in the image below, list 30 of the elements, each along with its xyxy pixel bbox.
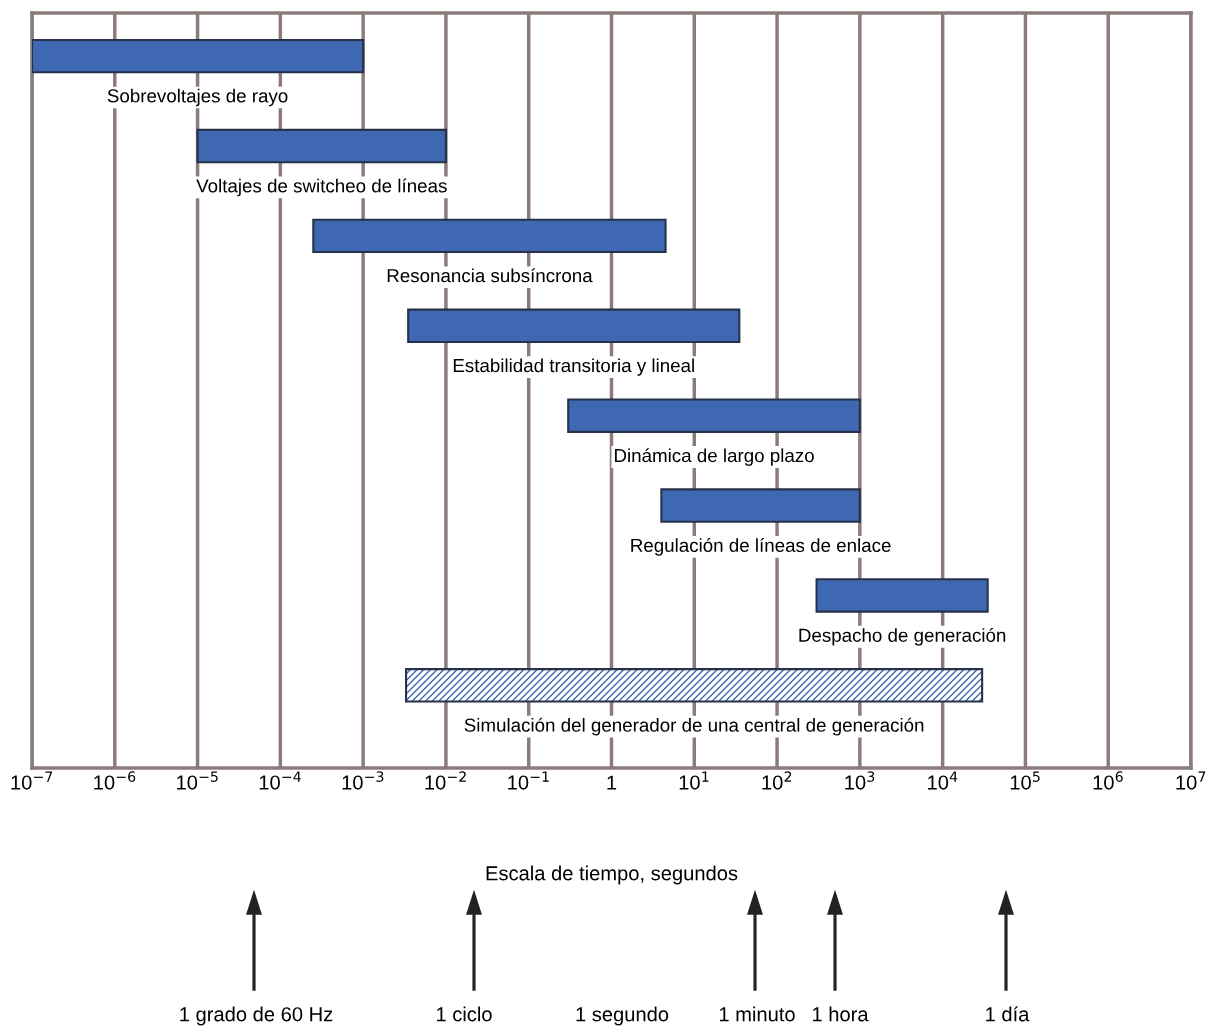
- x-tick-label: 10$^{−5}$: [177, 771, 218, 790]
- x-tick-label: 10$^{−3}$: [342, 771, 384, 790]
- y-tick-label: Resonancia subsíncrona: [387, 268, 593, 283]
- text: 1 minuto: [719, 1006, 795, 1022]
- x-tick-label: 10$^{−2}$: [425, 771, 466, 790]
- x-tick-label: 1: [607, 775, 617, 790]
- y-tick-label: Regulación de líneas de enlace: [631, 538, 891, 556]
- text: 1 segundo: [576, 1006, 669, 1026]
- x-tick-label: 10$^{4}$: [928, 771, 958, 790]
- text: 1 día: [986, 1006, 1030, 1022]
- x-tick-label: 10$^{−7}$: [11, 771, 53, 790]
- y-tick-label: Simulación del generador de una central de generación: [464, 717, 924, 736]
- y-tick-label: Estabilidad transitoria y lineal: [453, 358, 694, 376]
- text: 1 grado de 60 Hz: [180, 1006, 333, 1026]
- x-tick-label: 10$^{−1}$: [508, 771, 549, 790]
- x-tick-label: 10$^{1}$: [679, 771, 709, 790]
- x-tick-label: 10$^{2}$: [762, 771, 792, 790]
- x-tick-label: 10$^{−6}$: [94, 771, 136, 790]
- y-tick-label: Despacho de generación: [799, 627, 1006, 646]
- y-tick-label: Dinámica de largo plazo: [615, 448, 814, 466]
- y-tick-label: Sobrevoltajes de rayo: [107, 88, 288, 107]
- x-tick-label: 10$^{−4}$: [259, 771, 301, 790]
- text: 1 ciclo: [437, 1006, 492, 1022]
- text: 1 hora: [812, 1006, 869, 1022]
- y-tick-label: Voltajes de switcheo de líneas: [196, 178, 447, 197]
- x-tick-label: 10$^{3}$: [845, 771, 875, 790]
- x-axis-title: Escala de tiempo, segundos: [486, 865, 738, 885]
- x-tick-label: 10$^{6}$: [1093, 771, 1123, 790]
- x-tick-label: 10$^{7}$: [1176, 771, 1206, 790]
- x-tick-label: 10$^{5}$: [1010, 771, 1040, 790]
